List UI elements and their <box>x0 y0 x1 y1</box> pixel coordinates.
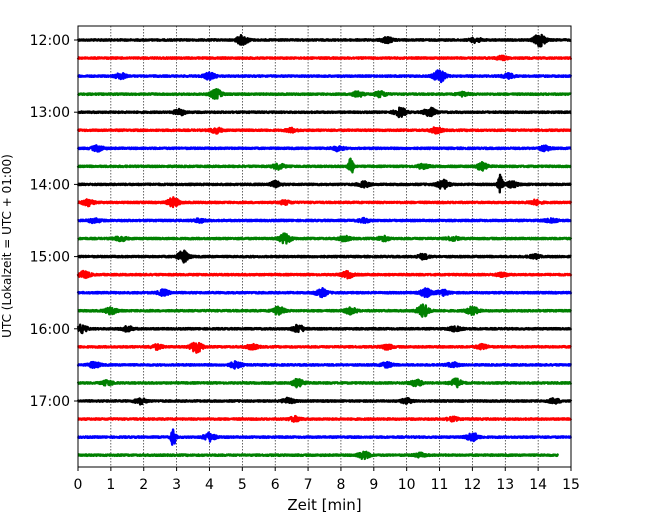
x-tick-label: 15 <box>562 477 580 493</box>
seismogram-trace-1345 <box>76 157 572 174</box>
x-tick-label: 2 <box>139 477 148 493</box>
y-axis-ticks: 12:00 13:00 14:00 15:00 16:00 17:00 <box>30 33 78 410</box>
seismogram-trace-1230 <box>77 69 573 84</box>
y-tick-label: 17:00 <box>30 394 70 410</box>
seismogram-trace-1600 <box>76 323 573 335</box>
x-tick-label: 14 <box>529 477 547 493</box>
x-tick-label: 6 <box>271 477 280 493</box>
seismogram-trace-1515 <box>76 269 573 280</box>
seismogram-trace-1245 <box>77 88 572 100</box>
seismogram-trace-1200 <box>76 33 572 48</box>
y-tick-label: 15:00 <box>30 250 70 266</box>
seismogram-trace-1500 <box>76 249 572 264</box>
x-tick-label: 12 <box>463 477 481 493</box>
x-tick-label: 11 <box>431 477 449 493</box>
y-tick-label: 13:00 <box>30 105 70 121</box>
x-tick-label: 3 <box>172 477 181 493</box>
seismogram-trace-1445 <box>77 232 573 245</box>
y-tick-label: 16:00 <box>30 322 70 338</box>
seismogram-trace-1730 <box>76 428 573 446</box>
trace-layer <box>76 33 573 461</box>
x-tick-label: 4 <box>205 477 214 493</box>
seismogram-trace-1430 <box>76 216 572 225</box>
plot-frame <box>77 25 572 468</box>
x-tick-label: 8 <box>336 477 345 493</box>
x-tick-label: 5 <box>238 477 247 493</box>
plot-area-background <box>78 26 571 467</box>
seismogram-trace-1330 <box>76 144 572 153</box>
seismogram-trace-1315 <box>76 126 572 135</box>
x-tick-label: 10 <box>398 477 416 493</box>
x-tick-label: 0 <box>74 477 83 493</box>
x-tick-label: 13 <box>496 477 514 493</box>
seismogram-trace-1215 <box>76 54 573 62</box>
x-axis-label: Zeit [min] <box>287 496 361 514</box>
x-tick-label: 9 <box>369 477 378 493</box>
seismogram-trace-1415 <box>77 196 573 209</box>
seismogram-trace-1645 <box>76 377 573 389</box>
x-tick-label: 1 <box>106 477 115 493</box>
y-tick-label: 14:00 <box>30 177 70 193</box>
seismogram-trace-1545 <box>77 303 572 318</box>
seismogram-trace-1745 <box>77 450 560 461</box>
y-axis-label: UTC (Lokalzeit = UTC + 01:00) <box>0 154 14 338</box>
grid-layer <box>110 26 539 467</box>
seismogram-trace-1400 <box>76 173 572 194</box>
seismogram-trace-1630 <box>76 360 573 370</box>
seismogram-trace-1530 <box>76 286 573 299</box>
seismogram-trace-1700 <box>76 396 573 406</box>
x-tick-label: 7 <box>304 477 313 493</box>
seismogram-trace-1715 <box>77 414 573 423</box>
seismogram-trace-1615 <box>77 341 572 354</box>
x-axis-ticks: 0 1 2 3 4 5 6 7 8 9 10 11 12 13 14 15 <box>74 467 580 493</box>
y-tick-label: 12:00 <box>30 33 70 49</box>
seismogram-trace-1300 <box>77 106 572 119</box>
